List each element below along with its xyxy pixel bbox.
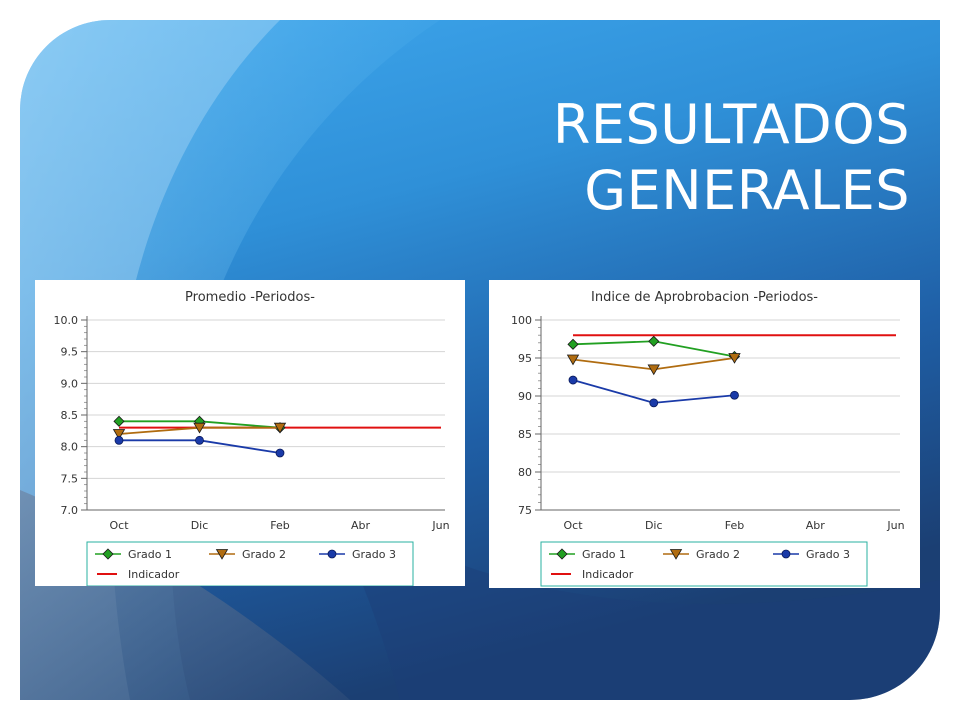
x-tick-label-abr: Abr: [351, 519, 371, 532]
y-tick-label: 85: [518, 428, 532, 441]
chart-promedio: Promedio -Periodos- 7.0 7.5 8.0 8.5 9.0 9.5 10.…: [35, 280, 465, 586]
legend-label: Grado 3: [352, 548, 396, 561]
point-grado-2-2: [193, 422, 206, 434]
legend-marker: [781, 549, 791, 559]
legend-label: Grado 3: [806, 548, 850, 561]
x-tick-label-jun: Jun: [431, 519, 449, 532]
point-grado-3-3: [730, 390, 739, 400]
y-tick-label: 100: [511, 314, 532, 327]
series-grado-2: [566, 353, 741, 376]
point-grado-3-1: [568, 375, 578, 385]
legend-label: Indicador: [582, 568, 634, 581]
legend-label: Grado 1: [128, 548, 172, 561]
point-grado-2-3: [273, 422, 287, 434]
point-grado-1-2: [648, 335, 660, 347]
y-tick-label: 90: [518, 390, 532, 403]
x-tick-label-abr: Abr: [806, 519, 826, 532]
point-grado-3-3: [275, 448, 285, 458]
legend-marker: [102, 548, 114, 560]
legend-item-grado-3: Grado 3: [319, 548, 396, 561]
y-tick-label: 10.0: [54, 314, 79, 327]
x-tick-label-feb: Feb: [725, 519, 744, 532]
y-tick-label: 8.0: [61, 441, 79, 454]
x-tick-label-dic: Dic: [645, 519, 663, 532]
y-tick-label: 8.5: [61, 409, 79, 422]
legend-item-indicador: Indicador: [97, 568, 180, 581]
chart-1-svg: Promedio -Periodos- 7.0 7.5 8.0 8.5 9.0 9.5 10.…: [54, 290, 450, 586]
point-grado-2-3: [728, 353, 741, 364]
legend-marker: [556, 548, 568, 560]
legend-item-indicador: Indicador: [551, 568, 634, 581]
point-grado-2-1: [112, 429, 126, 440]
y-tick-label: 7.5: [61, 472, 79, 485]
chart-title: Indice de Aprobrobacion -Periodos-: [591, 290, 818, 305]
x-tick-label-oct: Oct: [563, 519, 583, 532]
legend-label: Grado 2: [696, 548, 740, 561]
y-tick-label: 9.5: [61, 346, 79, 359]
legend-item-grado-1: Grado 1: [95, 548, 172, 561]
point-grado-1-1: [567, 338, 579, 350]
x-tick-label-oct: Oct: [109, 519, 129, 532]
legend-item-grado-1: Grado 1: [549, 548, 626, 561]
title-line-2: GENERALES: [584, 159, 910, 222]
title-line-1: RESULTADOS: [552, 93, 910, 156]
x-tick-label-jun: Jun: [886, 519, 904, 532]
chart-2-svg: Indice de Aprobrobacion -Periodos- 75 80 85…: [511, 290, 905, 587]
point-grado-1-1: [113, 415, 125, 427]
legend-marker: [327, 549, 337, 559]
point-grado-3-1: [114, 435, 124, 445]
legend-item-grado-2: Grado 2: [209, 548, 286, 561]
y-tick-label: 80: [518, 466, 532, 479]
legend-marker: [669, 549, 683, 560]
legend-item-grado-3: Grado 3: [773, 548, 850, 561]
slide-title: RESULTADOS GENERALES: [553, 92, 910, 224]
legend-label: Grado 1: [582, 548, 626, 561]
y-tick-label: 95: [518, 352, 532, 365]
series-grado-2: [112, 422, 287, 440]
y-tick-label: 7.0: [61, 504, 79, 517]
point-grado-2-2: [647, 364, 660, 376]
y-tick-label: 75: [518, 504, 532, 517]
x-tick-label-feb: Feb: [270, 519, 289, 532]
legend-box: [86, 541, 414, 586]
legend-item-grado-2: Grado 2: [663, 548, 740, 561]
legend-label: Indicador: [128, 568, 180, 581]
point-grado-2-1: [566, 354, 580, 366]
legend-box: [540, 541, 868, 587]
legend-marker: [215, 549, 229, 560]
legend-label: Grado 2: [242, 548, 286, 561]
chart-indice-aprobacion: Indice de Aprobrobacion -Periodos- 75 80 85…: [489, 280, 920, 588]
x-tick-label-dic: Dic: [191, 519, 209, 532]
series-grado-3: [114, 435, 285, 458]
point-grado-3-2: [195, 435, 204, 445]
series-grado-3: [568, 375, 739, 408]
y-tick-label: 9.0: [61, 377, 79, 390]
chart-title: Promedio -Periodos-: [185, 290, 315, 305]
point-grado-3-2: [649, 398, 659, 408]
